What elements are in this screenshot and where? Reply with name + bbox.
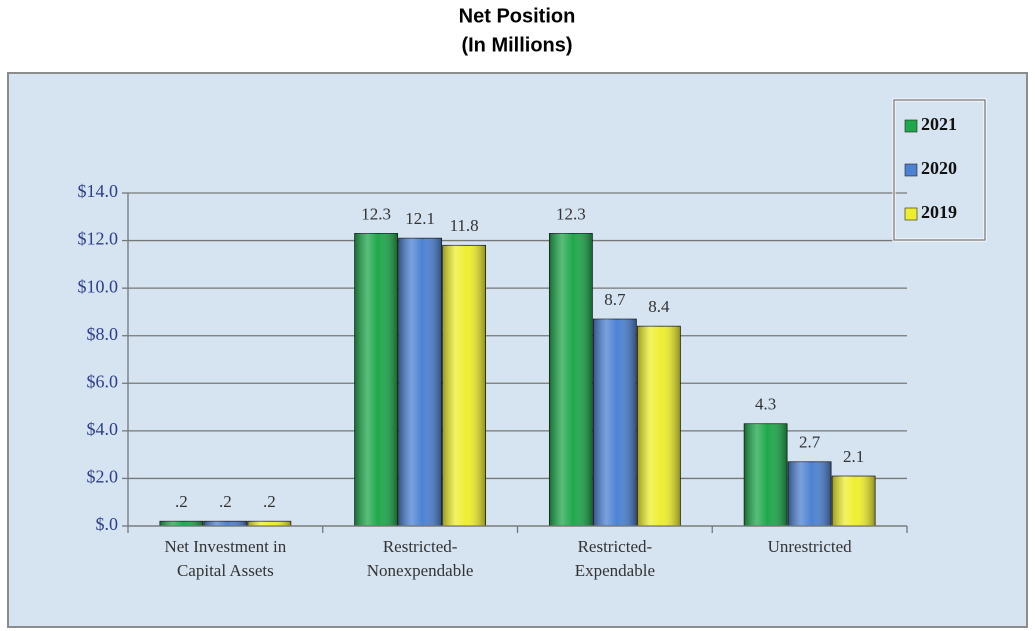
legend-swatch [904,207,918,221]
legend-swatch [904,163,918,177]
bar-shade [203,521,247,526]
chart-area [7,72,1028,628]
data-label: 2.7 [799,433,821,452]
y-tick-label: $10.0 [78,276,119,296]
data-label: 4.3 [755,395,776,414]
data-label: 11.8 [450,216,479,235]
x-tick-label: Restricted-Expendable [575,537,655,580]
x-tick-label: Restricted-Nonexpendable [367,537,474,580]
bar-shade [593,319,637,526]
y-tick-label: $12.0 [78,229,119,249]
data-label: 8.4 [648,297,670,316]
data-label: .2 [175,492,188,511]
legend-label: 2020 [921,158,957,178]
legend-box [893,99,986,241]
y-tick-label: $8.0 [87,324,119,344]
bar-shade [247,521,291,526]
x-tick-label: Net Investment in Capital Assets [164,537,286,580]
bar-shade [637,326,681,526]
bar-shade [549,233,593,526]
bar-shade [354,233,398,526]
bar-shade [744,423,788,526]
data-label: 12.1 [405,209,435,228]
data-label: .2 [219,492,232,511]
legend-swatch [904,119,918,133]
y-tick-label: $14.0 [78,181,119,201]
y-tick-label: $2.0 [87,467,119,487]
data-label: 12.3 [556,204,586,223]
x-tick-label: Unrestricted [768,537,853,556]
bar-shade [442,245,486,527]
chart-title: Net Position [459,5,576,27]
y-tick-label: $.0 [96,514,119,534]
y-tick-label: $4.0 [87,419,119,439]
legend-label: 2019 [921,202,957,222]
data-label: 2.1 [843,447,864,466]
bar-shade [159,521,203,526]
bar-shade [398,238,442,526]
bar-shade [788,461,832,526]
bar-shade [832,476,876,526]
data-label: .2 [263,492,276,511]
y-tick-label: $6.0 [87,371,119,391]
legend-label: 2021 [921,114,957,134]
data-label: 8.7 [604,290,626,309]
data-label: 12.3 [361,204,391,223]
chart-subtitle: (In Millions) [461,34,572,56]
